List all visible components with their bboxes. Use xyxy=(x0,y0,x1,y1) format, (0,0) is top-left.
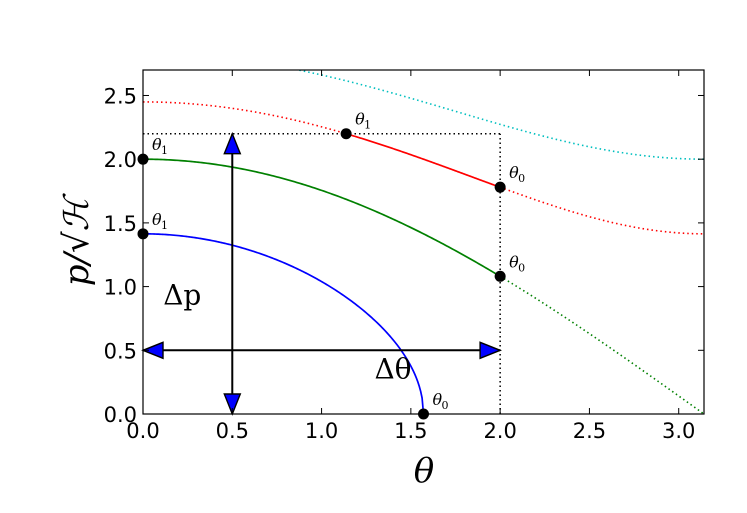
y-tick-label: 2.0 xyxy=(104,148,137,172)
point-label-sub-1: 0 xyxy=(442,399,449,412)
y-tick-label: 2.5 xyxy=(104,84,137,108)
x-tick-label: 1.5 xyxy=(394,419,427,443)
delta-p-label: Δp xyxy=(163,278,201,311)
x-tick-label: 1.0 xyxy=(305,419,338,443)
point-label-sub-5: 0 xyxy=(518,172,525,185)
y-tick-label: 0.5 xyxy=(104,339,137,363)
plot-background xyxy=(143,70,704,414)
series-line-4 xyxy=(345,132,501,189)
delta-p-arrow-head-end xyxy=(223,131,242,155)
point-label-sub-3: 1 xyxy=(161,144,168,157)
x-axis-label: θ xyxy=(414,451,434,491)
series-line-5 xyxy=(143,101,347,135)
x-tick-label: 0.0 xyxy=(126,419,159,443)
x-tick-label: 0.5 xyxy=(216,419,249,443)
point-label-sub-6: 1 xyxy=(364,119,371,132)
delta-p-arrow-head-start xyxy=(223,393,242,416)
y-tick-label: 1.0 xyxy=(104,276,137,300)
point-marker-4 xyxy=(494,270,506,282)
point-label-2: θ xyxy=(152,210,162,229)
series-line-2 xyxy=(143,158,501,278)
plot-frame xyxy=(142,69,705,415)
delta-theta-label: Δθ xyxy=(374,352,411,385)
y-axis-label-text: p/√ℋ xyxy=(57,192,97,286)
point-label-sub-2: 1 xyxy=(161,219,168,232)
point-label-6: θ xyxy=(355,110,365,129)
point-label-sub-4: 0 xyxy=(518,261,525,274)
y-axis-label: p/√ℋ xyxy=(57,192,97,286)
delta-theta-arrow-head-end xyxy=(479,341,502,360)
y-tick-label: 0.0 xyxy=(104,403,137,427)
svg-text:p/√ℋ: p/√ℋ xyxy=(57,192,97,286)
x-tick-label: 2.5 xyxy=(573,419,606,443)
point-label-3: θ xyxy=(152,135,162,154)
points: θ 0θ 1θ 1θ 0θ 0θ 1 xyxy=(137,110,525,420)
series-line-1 xyxy=(143,232,425,414)
x-tick-label: 3.0 xyxy=(662,419,695,443)
point-label-4: θ xyxy=(509,252,519,271)
series-line-6 xyxy=(499,186,704,235)
point-label-5: θ xyxy=(509,163,519,182)
curves xyxy=(143,70,704,414)
point-label-1: θ xyxy=(433,390,443,409)
point-marker-5 xyxy=(494,181,506,193)
y-tick-label: 1.5 xyxy=(104,212,137,236)
delta-theta-arrow-head-start xyxy=(141,341,164,360)
point-marker-6 xyxy=(340,128,352,140)
ticks: 0.0 0.5 1.0 1.5 2.0 2.5 3.0 0.0 0.5 1.0 1.5 2.0 2.5 xyxy=(104,70,704,443)
arrows: Δθ Δp xyxy=(141,131,502,416)
x-tick-label: 2.0 xyxy=(483,419,516,443)
